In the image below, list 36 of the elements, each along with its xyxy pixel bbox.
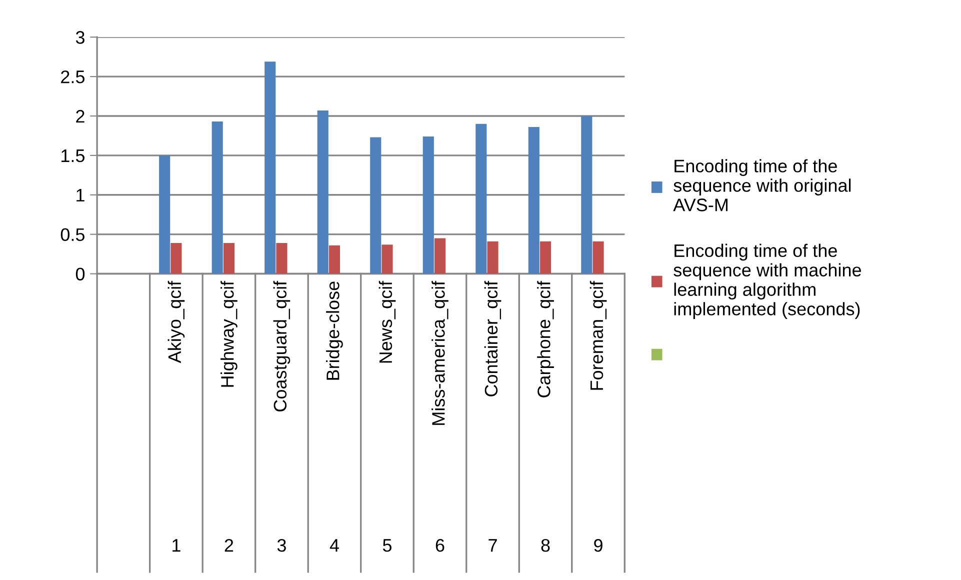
y-tick-label: 2 — [76, 110, 84, 123]
bar — [476, 124, 487, 274]
bar — [317, 110, 328, 274]
category-label: Miss-america_qcif 6 — [432, 280, 448, 552]
y-tick-label: 0 — [76, 268, 85, 280]
bar — [276, 242, 288, 274]
bar — [328, 245, 340, 274]
category-label: Akiyo_qcif 1 — [168, 280, 185, 552]
category-label: News_qcif 5 — [378, 280, 396, 552]
bar — [528, 127, 540, 274]
y-tick-label: 1 — [76, 189, 84, 202]
y-tick-label: 3 — [76, 31, 84, 44]
category-label: Carphone_qcif 8 — [537, 280, 554, 552]
bar — [212, 122, 223, 274]
bar — [434, 238, 446, 274]
bar — [264, 62, 276, 274]
bar — [170, 242, 182, 274]
bar — [223, 242, 234, 274]
y-tick-label: 2.5 — [61, 70, 84, 84]
category-label: Highway_qcif 2 — [220, 280, 238, 552]
bar — [422, 136, 434, 274]
bar — [592, 241, 604, 274]
category-label: Coastguard_qcif 3 — [273, 280, 290, 552]
legend-label: Encoding time of the sequence with machine learning algorithm implemented (seconds) — [674, 244, 862, 319]
bar — [159, 155, 170, 274]
category-label: Bridge-close 4 — [326, 282, 343, 552]
bar — [487, 241, 498, 274]
category-label: Container_qcif 7 — [484, 280, 502, 552]
legend-label: Encoding time of the sequence with original AVS-M — [673, 159, 851, 212]
category-label: Foreman_qcif 9 — [590, 280, 607, 552]
bar — [370, 137, 382, 274]
y-tick-label: 0.5 — [60, 228, 84, 242]
bar — [540, 241, 552, 274]
bar — [581, 116, 592, 274]
bar — [382, 244, 393, 274]
y-tick-label: 1.5 — [62, 150, 84, 162]
